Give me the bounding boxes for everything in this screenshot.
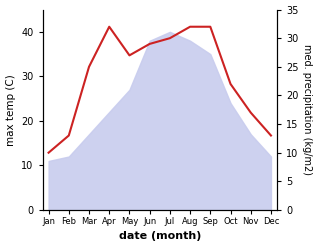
X-axis label: date (month): date (month) — [119, 231, 201, 242]
Y-axis label: med. precipitation (kg/m2): med. precipitation (kg/m2) — [302, 44, 313, 175]
Y-axis label: max temp (C): max temp (C) — [5, 74, 16, 146]
